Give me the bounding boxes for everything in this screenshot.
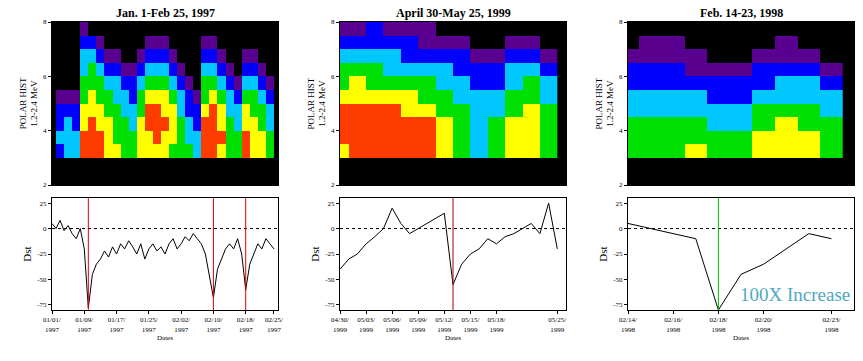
svg-text:6: 6: [619, 73, 623, 81]
svg-text:25: 25: [40, 200, 48, 208]
svg-text:02/10/1997: 02/10/1997: [204, 316, 222, 333]
svg-text:4: 4: [619, 127, 623, 135]
svg-text:05/25/1999: 05/25/1999: [548, 316, 566, 333]
svg-text:0: 0: [43, 225, 47, 233]
svg-text:-75: -75: [37, 301, 47, 309]
svg-text:25: 25: [616, 200, 624, 208]
svg-text:6: 6: [43, 73, 47, 81]
svg-text:4: 4: [43, 127, 47, 135]
svg-text:Dates: Dates: [157, 334, 173, 342]
svg-text:01/01/1997: 01/01/1997: [43, 316, 61, 333]
svg-text:-75: -75: [613, 301, 623, 309]
svg-text:05/18/1999: 05/18/1999: [488, 316, 506, 333]
svg-text:-50: -50: [613, 276, 623, 284]
svg-text:-25: -25: [613, 250, 623, 258]
svg-text:04/30/1999: 04/30/1999: [331, 316, 349, 333]
svg-text:100X Increase: 100X Increase: [740, 284, 850, 305]
svg-text:01/09/1997: 01/09/1997: [75, 316, 93, 333]
svg-text:0: 0: [619, 225, 623, 233]
svg-text:-50: -50: [37, 276, 47, 284]
svg-text:01/25/1997: 01/25/1997: [140, 316, 158, 333]
svg-text:-50: -50: [325, 276, 335, 284]
svg-text:POLAR HIST1.2-2.4 MeV: POLAR HIST1.2-2.4 MeV: [18, 77, 40, 129]
svg-text:2: 2: [619, 181, 623, 189]
svg-text:-25: -25: [325, 250, 335, 258]
svg-text:0: 0: [331, 225, 335, 233]
svg-text:25: 25: [328, 200, 336, 208]
svg-text:-75: -75: [325, 301, 335, 309]
svg-text:8: 8: [331, 18, 335, 26]
svg-text:Dates: Dates: [445, 334, 461, 342]
svg-text:8: 8: [43, 18, 47, 26]
svg-text:Dates: Dates: [733, 334, 749, 342]
svg-text:02/16/1998: 02/16/1998: [664, 316, 682, 333]
svg-text:05/06/1999: 05/06/1999: [383, 316, 401, 333]
svg-text:Dst: Dst: [309, 246, 321, 261]
svg-text:05/15/1999: 05/15/1999: [461, 316, 479, 333]
svg-text:Jan. 1-Feb 25, 1997: Jan. 1-Feb 25, 1997: [116, 6, 215, 20]
svg-text:01/17/1997: 01/17/1997: [108, 316, 126, 333]
svg-text:02/20/1998: 02/20/1998: [755, 316, 773, 333]
svg-text:4: 4: [331, 127, 335, 135]
svg-text:02/18/1998: 02/18/1998: [709, 316, 727, 333]
svg-text:Dst: Dst: [21, 246, 33, 261]
svg-text:05/03/1999: 05/03/1999: [357, 316, 375, 333]
svg-text:2: 2: [331, 181, 335, 189]
svg-text:02/02/1997: 02/02/1997: [172, 316, 190, 333]
svg-text:02/23/1998: 02/23/1998: [822, 316, 840, 333]
svg-text:2: 2: [43, 181, 47, 189]
svg-text:POLAR HIST1.2-2.4 MeV: POLAR HIST1.2-2.4 MeV: [594, 77, 616, 129]
svg-text:Dst: Dst: [597, 246, 609, 261]
svg-text:02/18/1997: 02/18/1997: [237, 316, 255, 333]
svg-text:POLAR HIST1.2-2.4 MeV: POLAR HIST1.2-2.4 MeV: [306, 77, 328, 129]
svg-text:02/14/1998: 02/14/1998: [619, 316, 637, 333]
svg-text:April 30-May 25, 1999: April 30-May 25, 1999: [396, 6, 511, 20]
svg-text:8: 8: [619, 18, 623, 26]
svg-text:05/12/1999: 05/12/1999: [435, 316, 453, 333]
svg-text:02/25/1997: 02/25/1997: [265, 316, 283, 333]
svg-text:05/09/1999: 05/09/1999: [409, 316, 427, 333]
svg-text:6: 6: [331, 73, 335, 81]
svg-text:-25: -25: [37, 250, 47, 258]
svg-text:Feb. 14-23, 1998: Feb. 14-23, 1998: [700, 6, 783, 20]
